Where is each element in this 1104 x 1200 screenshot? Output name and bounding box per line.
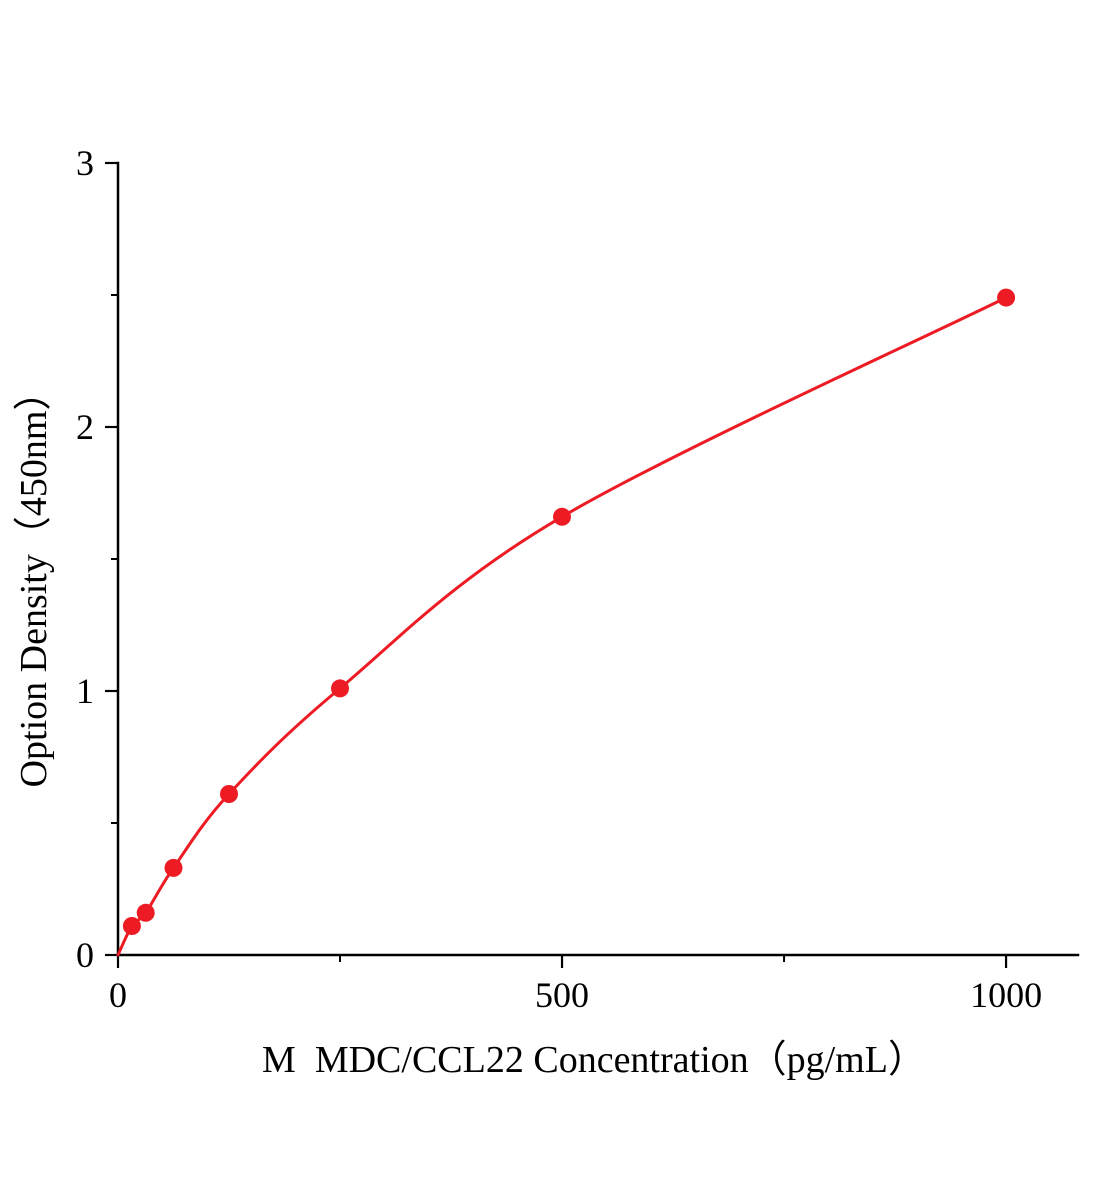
y-tick-label: 0 — [76, 935, 94, 975]
y-tick-label: 2 — [76, 407, 94, 447]
axes — [116, 161, 1080, 957]
y-axis-title: Option Density（450nm） — [13, 373, 55, 788]
x-axis-title: M MDC/CCL22 Concentration（pg/mL） — [262, 1039, 926, 1081]
data-point-marker — [164, 858, 183, 877]
data-point-marker — [553, 507, 571, 526]
standard-curve-line — [116, 296, 1008, 957]
data-point-marker — [331, 679, 349, 698]
axis-tick-labels: 0 1 2 3 0 500 1000 — [76, 143, 1042, 1015]
y-tick-label: 1 — [76, 671, 94, 711]
data-point-marker — [220, 785, 238, 803]
x-tick-label: 0 — [109, 975, 127, 1015]
axis-ticks — [105, 161, 1008, 968]
data-point-marker — [997, 288, 1016, 307]
data-point-marker — [122, 917, 141, 935]
data-point-marker — [136, 903, 155, 922]
y-tick-label: 3 — [76, 143, 94, 183]
x-tick-label: 500 — [535, 975, 589, 1015]
x-tick-label: 1000 — [970, 975, 1042, 1015]
data-series — [116, 288, 1016, 957]
